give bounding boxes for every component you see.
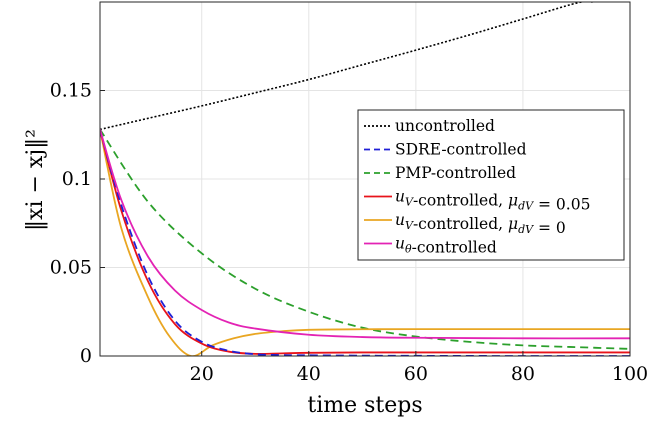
x-tick-label: 40: [297, 363, 321, 385]
legend-box: [357, 109, 625, 261]
legend-label-4: uV-controlled, μdV = 0: [395, 211, 566, 237]
x-tick-label: 20: [190, 363, 214, 385]
x-tick-label: 80: [511, 363, 535, 385]
axis-ticks: 20 40 60 80 100 0 0.05 0.1 0.15: [50, 80, 648, 386]
y-axis-label: ‖xi − xj‖²: [23, 129, 48, 231]
legend-label-2: PMP-controlled: [395, 164, 516, 182]
series-line-5: [100, 129, 630, 340]
x-tick-label: 100: [612, 363, 648, 385]
y-tick-label: 0.15: [50, 80, 92, 102]
series-line-2: [100, 128, 630, 350]
x-axis-label: time steps: [307, 393, 422, 418]
series-line-3: [100, 129, 630, 355]
y-tick-label: 0.05: [50, 257, 92, 279]
y-tick-label: 0.1: [62, 168, 92, 190]
y-tick-label: 0: [80, 345, 92, 367]
series-line-4: [100, 129, 630, 356]
legend-label-1: SDRE-controlled: [395, 141, 527, 159]
series-line-0: [100, 2, 593, 131]
legend-label-5: uθ-controlled: [395, 235, 497, 257]
series-lines: [100, 2, 630, 356]
x-tick-label: 60: [404, 363, 428, 385]
legend: uncontrolled SDRE-controlled PMP-controlle…: [357, 109, 625, 261]
legend-label-0: uncontrolled: [395, 117, 495, 135]
legend-label-3: uV-controlled, μdV = 0.05: [395, 188, 590, 214]
